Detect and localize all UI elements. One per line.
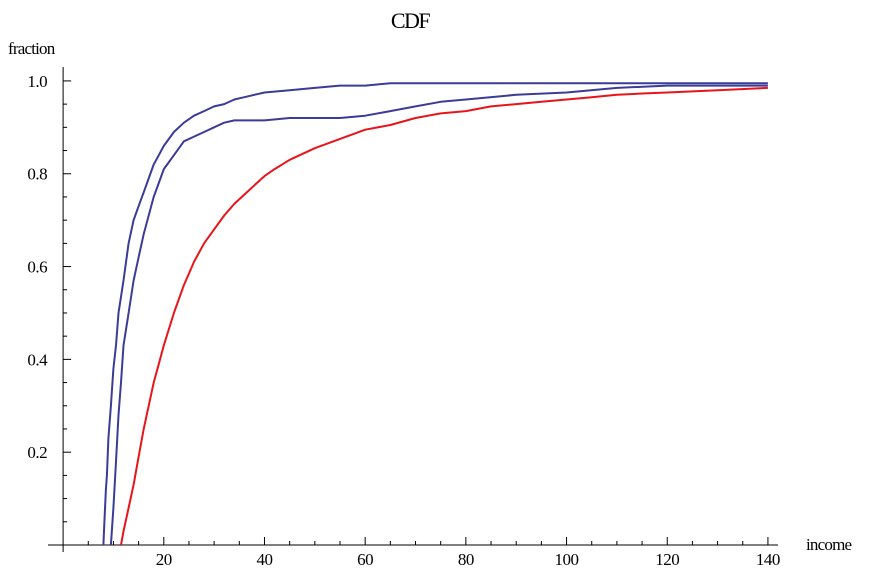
x-tick-label: 80 [458,550,474,569]
axes [48,67,778,552]
y-tick-label: 0.6 [27,258,47,277]
x-tick-label: 40 [256,550,272,569]
y-tick-label: 0.2 [27,443,47,462]
y-tick-label: 1.0 [27,72,47,91]
x-axis-label: income [806,535,851,554]
y-tick-label: 0.4 [27,350,48,369]
x-tick-label: 100 [555,550,579,569]
chart-title: CDF [391,8,431,33]
series-layer [102,82,768,546]
x-tick-label: 120 [655,550,679,569]
y-axis-label: fraction [8,39,56,58]
x-tick-label: 60 [357,550,373,569]
ticks-layer: 20 40 60 80 100 120 140 0.2 0.4 0.6 0.8 1.0 [27,72,780,569]
cdf-series-line-2 [109,84,768,546]
x-tick-label: 140 [756,550,780,569]
y-tick-label: 0.8 [27,165,47,184]
cdf-series-line-3 [120,86,768,546]
cdf-series-line-1 [102,82,768,546]
x-tick-label: 20 [156,550,172,569]
